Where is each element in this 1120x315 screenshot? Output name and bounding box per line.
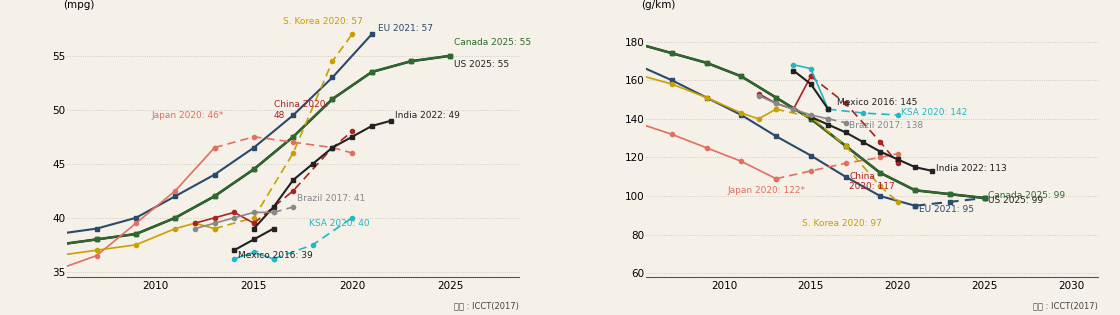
Text: (mpg): (mpg) bbox=[63, 0, 94, 10]
Text: 자료 : ICCT(2017): 자료 : ICCT(2017) bbox=[455, 301, 520, 310]
Text: (g/km): (g/km) bbox=[641, 0, 675, 10]
Text: EU 2021: 57: EU 2021: 57 bbox=[377, 24, 432, 33]
Text: China 2020:
48: China 2020: 48 bbox=[273, 100, 328, 119]
Text: Japan 2020: 122*: Japan 2020: 122* bbox=[727, 186, 805, 195]
Text: Japan 2020: 46*: Japan 2020: 46* bbox=[151, 111, 224, 120]
Text: KSA 2020: 40: KSA 2020: 40 bbox=[309, 219, 370, 228]
Text: S. Korea 2020: 97: S. Korea 2020: 97 bbox=[802, 219, 881, 228]
Text: S. Korea 2020: 57: S. Korea 2020: 57 bbox=[283, 17, 363, 26]
Text: EU 2021: 95: EU 2021: 95 bbox=[918, 205, 973, 214]
Text: Mexico 2016: 39: Mexico 2016: 39 bbox=[239, 251, 312, 260]
Text: US 2025: 99: US 2025: 99 bbox=[988, 197, 1043, 205]
Text: Canada 2025: 55: Canada 2025: 55 bbox=[455, 38, 531, 47]
Text: Mexico 2016: 145: Mexico 2016: 145 bbox=[837, 98, 917, 107]
Text: China
2020: 117: China 2020: 117 bbox=[849, 172, 895, 191]
Text: 자료 : ICCT(2017): 자료 : ICCT(2017) bbox=[1033, 301, 1098, 310]
Text: India 2022: 113: India 2022: 113 bbox=[936, 163, 1007, 173]
Text: India 2022: 49: India 2022: 49 bbox=[395, 111, 460, 120]
Text: Brazil 2017: 138: Brazil 2017: 138 bbox=[849, 121, 923, 130]
Text: Brazil 2017: 41: Brazil 2017: 41 bbox=[297, 194, 365, 203]
Text: US 2025: 55: US 2025: 55 bbox=[455, 60, 510, 69]
Text: KSA 2020: 142: KSA 2020: 142 bbox=[902, 107, 968, 117]
Text: Canada 2025: 99: Canada 2025: 99 bbox=[988, 191, 1065, 200]
